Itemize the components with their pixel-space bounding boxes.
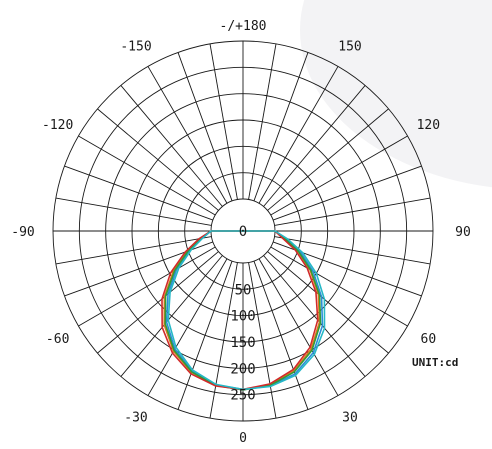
label-layer: 0 30 60 90 120 150 -/+180 -150 -120 -90 -60 -30 0 50 1… xyxy=(11,19,471,446)
grid-spoke xyxy=(97,108,219,211)
angle-tick-label: 30 xyxy=(342,410,358,425)
grid-spoke xyxy=(64,165,214,221)
unit-label: UNIT:cd xyxy=(412,356,458,369)
angle-tick-label: 90 xyxy=(455,225,471,240)
grid-spoke xyxy=(253,260,309,410)
angle-tick-label: -30 xyxy=(124,410,147,425)
grid-spoke xyxy=(147,258,228,396)
grid-spoke xyxy=(177,52,233,202)
grid-spoke xyxy=(120,255,223,377)
angle-tick-label: -60 xyxy=(46,332,69,347)
angle-tick-label: 0 xyxy=(239,431,247,446)
grid-spoke xyxy=(263,85,366,207)
grid-spoke xyxy=(78,135,216,216)
grid-spoke xyxy=(209,262,238,419)
radial-tick-label: 200 xyxy=(230,361,255,377)
grid-spoke xyxy=(263,255,366,377)
grid-spoke xyxy=(55,236,212,265)
grid-spoke xyxy=(270,135,408,216)
radial-tick-label: 250 xyxy=(230,388,255,404)
grid-spoke xyxy=(253,52,309,202)
grid-spoke xyxy=(258,66,339,204)
grid-spoke xyxy=(270,246,408,327)
grid-spoke xyxy=(258,258,339,396)
angle-tick-label: -90 xyxy=(11,225,34,240)
angle-tick-label: -120 xyxy=(42,118,73,133)
grid-spoke xyxy=(177,260,233,410)
grid-spoke xyxy=(55,197,212,226)
grid-spoke xyxy=(267,251,389,354)
angle-tick-label: 120 xyxy=(417,118,440,133)
grid-spoke xyxy=(248,43,277,200)
grid-spoke xyxy=(248,262,277,419)
grid-spoke xyxy=(209,43,238,200)
polar-grid xyxy=(52,40,434,422)
grid-spoke xyxy=(147,66,228,204)
grid-spoke xyxy=(78,246,216,327)
grid-spoke xyxy=(274,236,431,265)
angle-tick-label: 60 xyxy=(421,332,437,347)
grid-spoke xyxy=(120,85,223,207)
center-label: 0 xyxy=(239,224,247,240)
series-layer xyxy=(161,230,326,391)
angle-tick-label: -/+180 xyxy=(220,19,267,34)
radial-tick-label: 50 xyxy=(235,282,252,298)
grid-spoke xyxy=(274,197,431,226)
series-curve-5 xyxy=(167,230,326,391)
radial-tick-label: 150 xyxy=(230,335,255,351)
radial-tick-label: 100 xyxy=(230,309,255,325)
angle-tick-label: -150 xyxy=(120,40,151,55)
angle-tick-label: 150 xyxy=(338,40,361,55)
grid-spoke xyxy=(267,108,389,211)
grid-spoke xyxy=(97,251,219,354)
grid-spoke xyxy=(272,165,422,221)
